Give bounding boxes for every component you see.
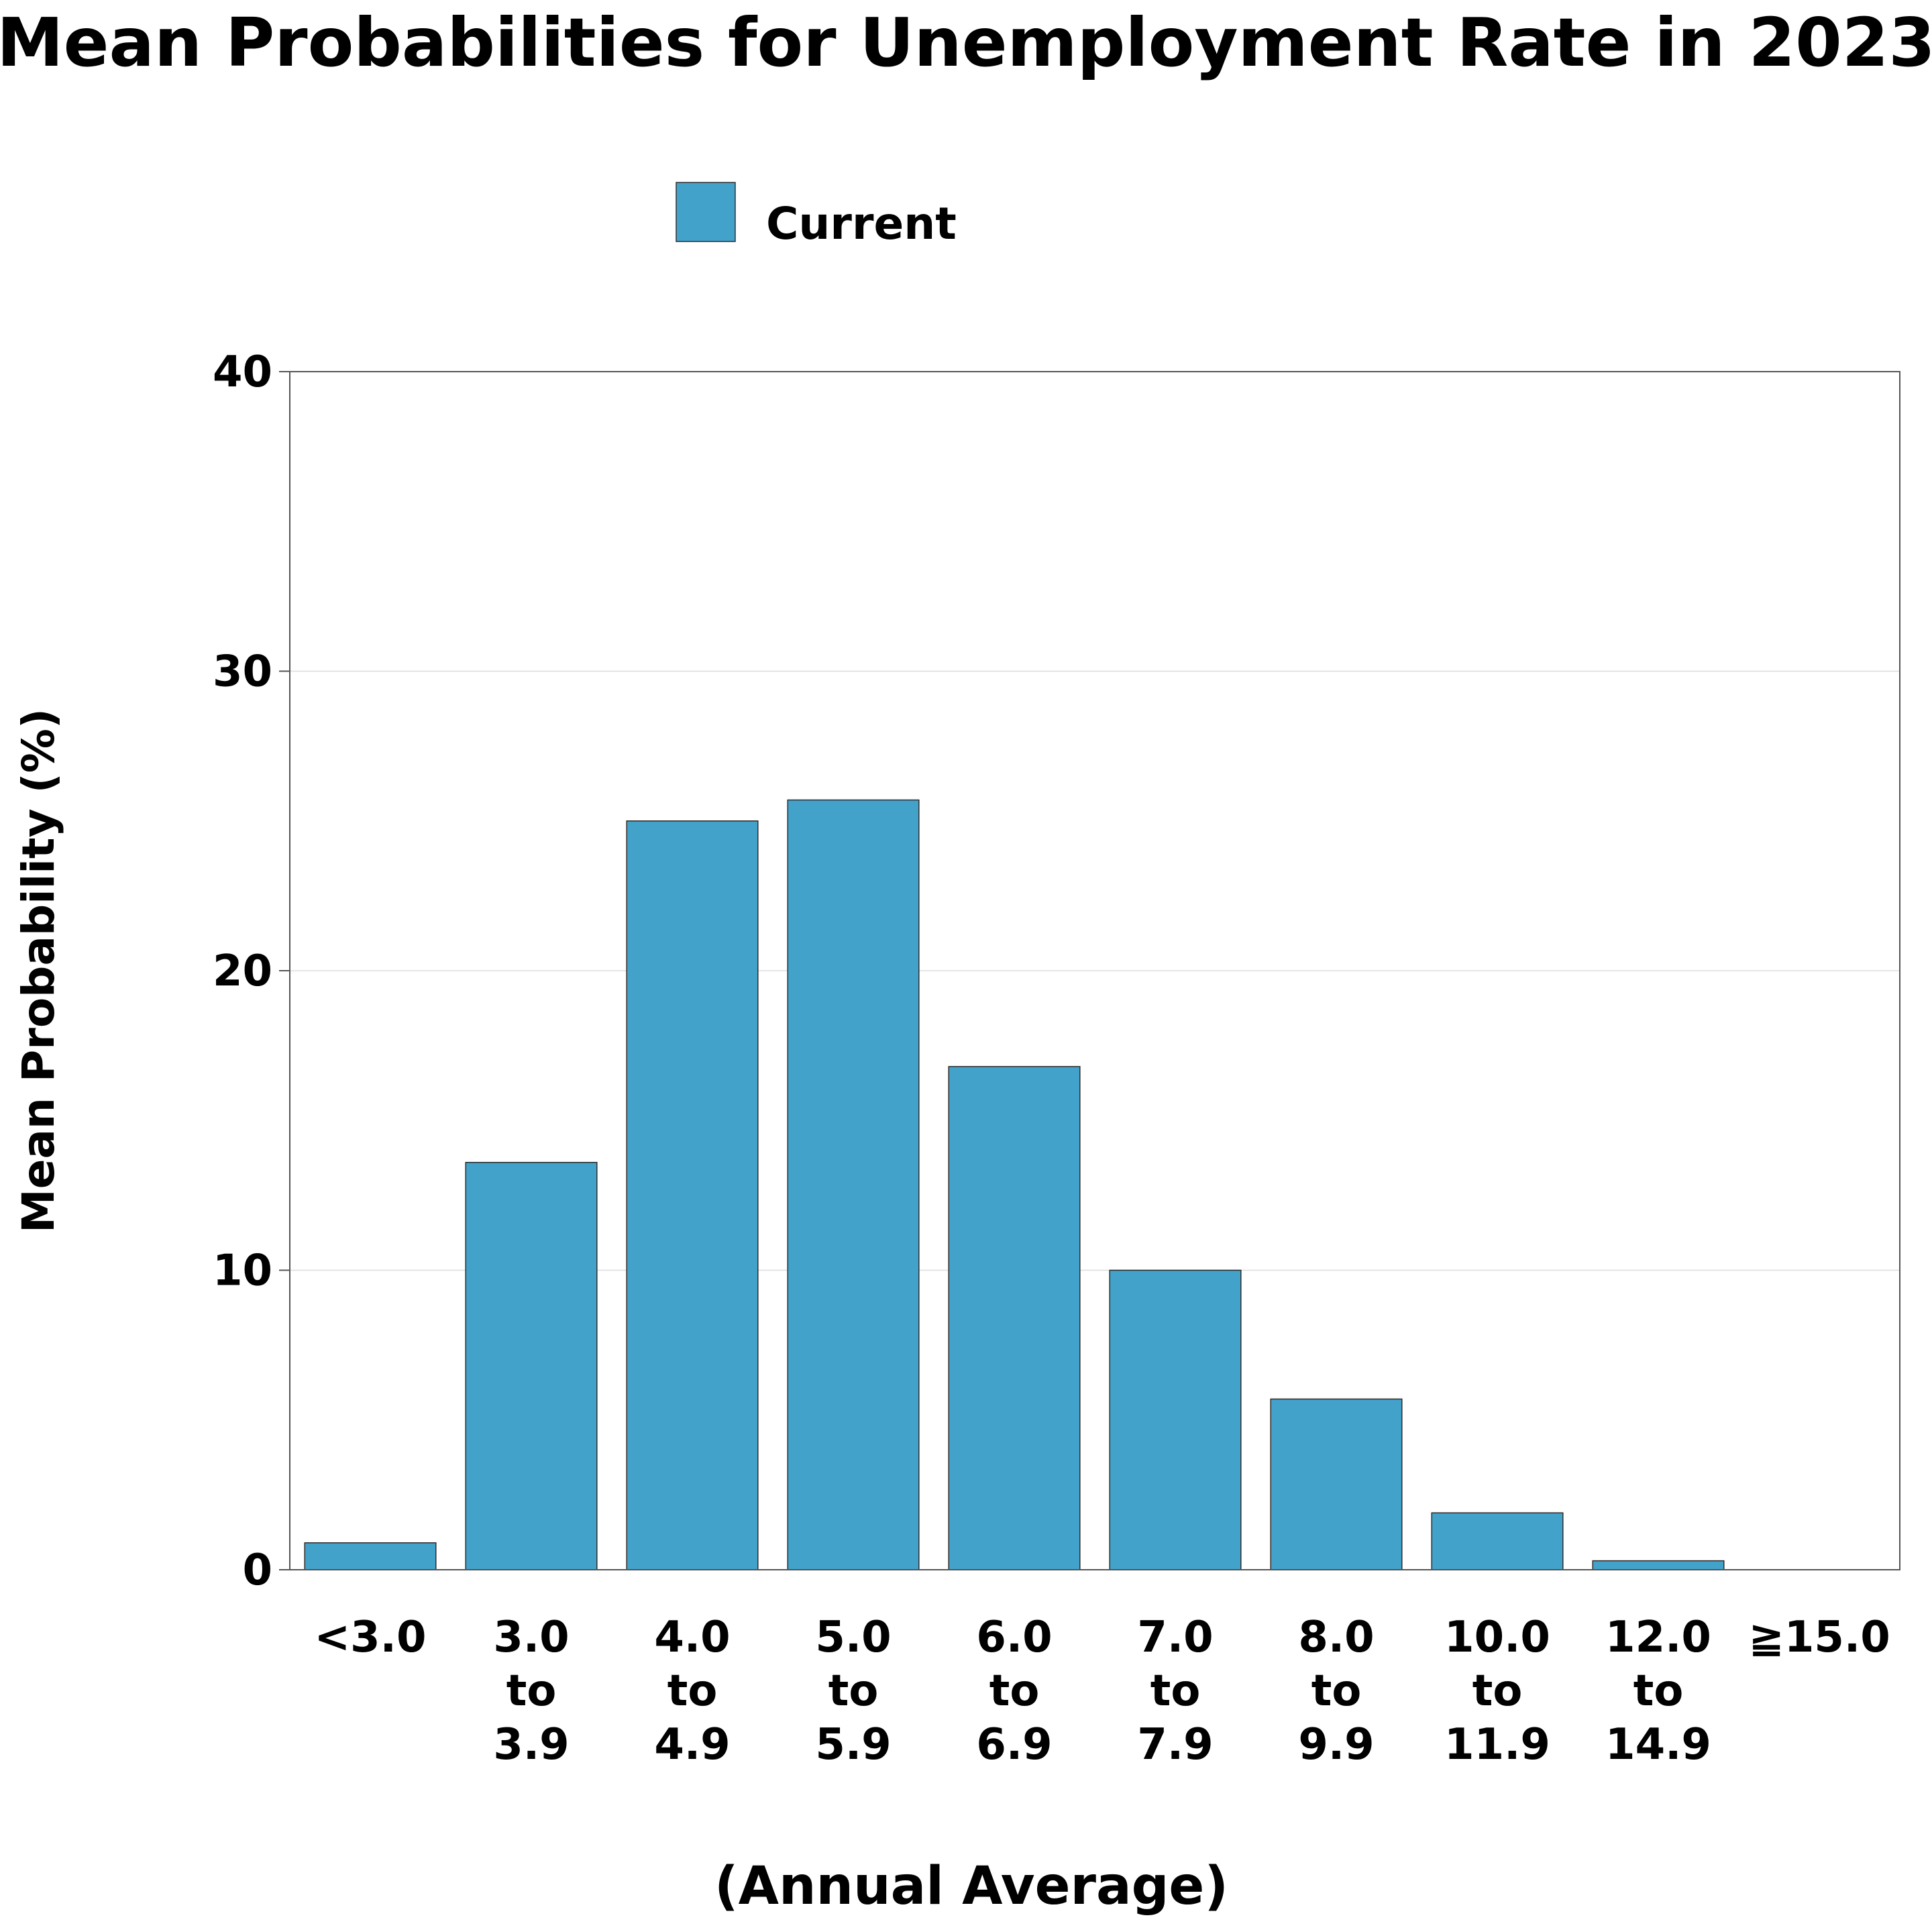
x-tick-label: <3.0 <box>315 1613 427 1662</box>
x-tick-label: to <box>1472 1666 1523 1716</box>
x-tick-label: 8.0 <box>1298 1613 1374 1662</box>
legend: Current <box>676 182 957 250</box>
bar <box>626 820 759 1570</box>
x-axis: <3.0 3.0to3.94.0to4.95.0to5.96.0to6.97.0t… <box>315 1613 1890 1770</box>
x-tick-label: to <box>1633 1666 1684 1716</box>
x-tick-label: ≧15.0 <box>1748 1613 1890 1662</box>
x-tick-label: to <box>506 1666 557 1716</box>
x-tick-label: 3.0 <box>493 1613 569 1662</box>
bar <box>1592 1560 1725 1570</box>
bar <box>465 1162 598 1570</box>
y-axis: 0 10 20 30 40 <box>213 347 290 1595</box>
bar <box>787 799 920 1570</box>
x-tick-label: 6.9 <box>976 1720 1052 1770</box>
bar <box>1270 1398 1403 1570</box>
bar <box>948 1066 1081 1570</box>
bar <box>1431 1512 1564 1570</box>
x-tick-label: 6.0 <box>976 1613 1052 1662</box>
x-axis-label: (Annual Average) <box>714 1856 1228 1917</box>
bar <box>304 1542 437 1570</box>
x-tick-label: 4.0 <box>654 1613 730 1662</box>
y-tick-label: 0 <box>242 1546 272 1595</box>
x-tick-label: 14.9 <box>1605 1720 1711 1770</box>
y-tick-label: 30 <box>213 647 272 697</box>
x-tick-label: 12.0 <box>1605 1613 1711 1662</box>
legend-swatch <box>676 182 736 242</box>
y-tick-label: 10 <box>213 1246 272 1296</box>
bars <box>304 799 1725 1570</box>
y-tick-label: 40 <box>213 347 272 397</box>
x-tick-label: 4.9 <box>654 1720 730 1770</box>
bar <box>1109 1269 1242 1570</box>
y-tick-label: 20 <box>213 947 272 996</box>
x-tick-label: to <box>1311 1666 1362 1716</box>
x-tick-label: to <box>667 1666 718 1716</box>
x-tick-label: to <box>828 1666 879 1716</box>
x-tick-label: 5.9 <box>815 1720 891 1770</box>
y-axis-label: Mean Probability (%) <box>13 708 64 1233</box>
x-tick-label: 5.0 <box>815 1613 891 1662</box>
x-tick-label: 9.9 <box>1298 1720 1374 1770</box>
x-tick-label: to <box>1150 1666 1201 1716</box>
x-tick-label: 7.9 <box>1137 1720 1213 1770</box>
x-tick-label: to <box>989 1666 1040 1716</box>
x-tick-label: 11.9 <box>1444 1720 1550 1770</box>
x-tick-label: 7.0 <box>1137 1613 1213 1662</box>
chart-title: Mean Probabilities for Unemployment Rate… <box>0 3 1932 82</box>
x-tick-label: 10.0 <box>1444 1613 1550 1662</box>
x-tick-label: 3.9 <box>493 1720 569 1770</box>
legend-label-current: Current <box>766 198 957 250</box>
